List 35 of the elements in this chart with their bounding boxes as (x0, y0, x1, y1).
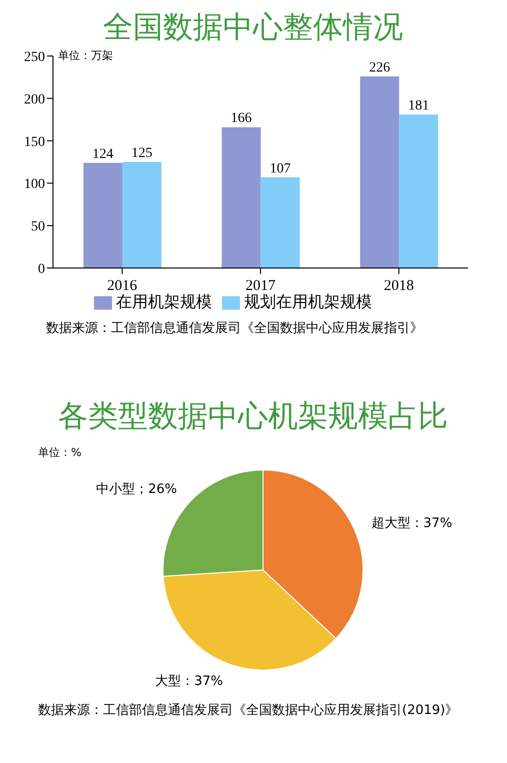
y-tick-label: 250 (24, 50, 45, 65)
data-label: ；26% (135, 482, 177, 497)
text: 单位：% (38, 445, 82, 460)
y-tick-label: 150 (24, 134, 45, 150)
x-tick-label: 2017 (246, 278, 276, 294)
bar (122, 162, 162, 268)
y-tick-label: 200 (24, 92, 45, 108)
data-label: 107 (270, 161, 291, 176)
chart-title: 各类型数据中心机架规模占比 (57, 398, 449, 436)
legend-label: 在用机架规模 (116, 292, 212, 311)
annotation: 单位：万架 (58, 48, 113, 63)
bar (222, 127, 261, 268)
source-note: 数据来源：工信部信息通信发展司《全国数据中心应用发展指引》 (45, 320, 424, 337)
slice-label: 中小型 (96, 482, 136, 497)
data-label: 226 (369, 60, 390, 76)
data-label: 166 (230, 111, 252, 126)
data-label: ：37% (181, 674, 224, 689)
bar (360, 76, 400, 268)
y-tick-label: 50 (31, 220, 45, 235)
slice-label: 大型 (155, 674, 182, 689)
bar (260, 177, 300, 268)
bar (83, 162, 122, 268)
y-tick-label: 0 (38, 262, 45, 277)
legend-label: 规划在用机架规模 (244, 292, 372, 311)
bar (399, 114, 438, 268)
data-label: 124 (92, 146, 114, 162)
x-tick-label: 2016 (107, 278, 138, 294)
y-tick-label: 100 (24, 177, 45, 192)
slice-label: 超大型 (371, 516, 410, 531)
data-label: 125 (131, 146, 152, 161)
data-label: ：37% (410, 516, 452, 531)
x-tick-label: 2018 (384, 278, 414, 294)
data-label: 181 (408, 98, 430, 114)
source-note: 数据来源：工信部信息通信发展司《全国数据中心应用发展指引(2019)》 (37, 702, 460, 719)
chart-title: 全国数据中心整体情况 (102, 9, 404, 47)
